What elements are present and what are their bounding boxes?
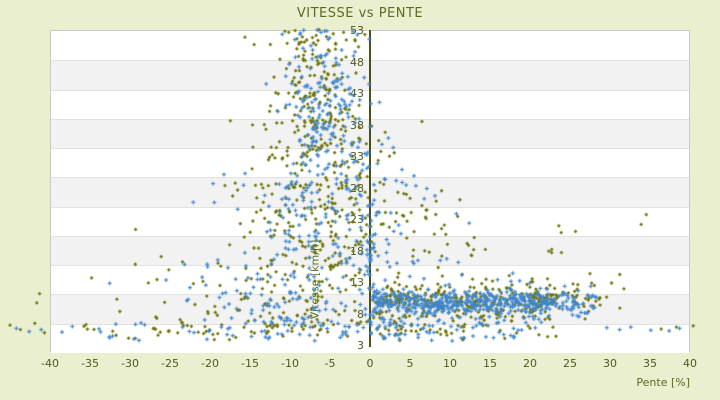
chart-page: VITESSE vs PENTE 53484338332823181383 -4…	[0, 0, 720, 400]
scatter-points-canvas	[0, 0, 720, 400]
